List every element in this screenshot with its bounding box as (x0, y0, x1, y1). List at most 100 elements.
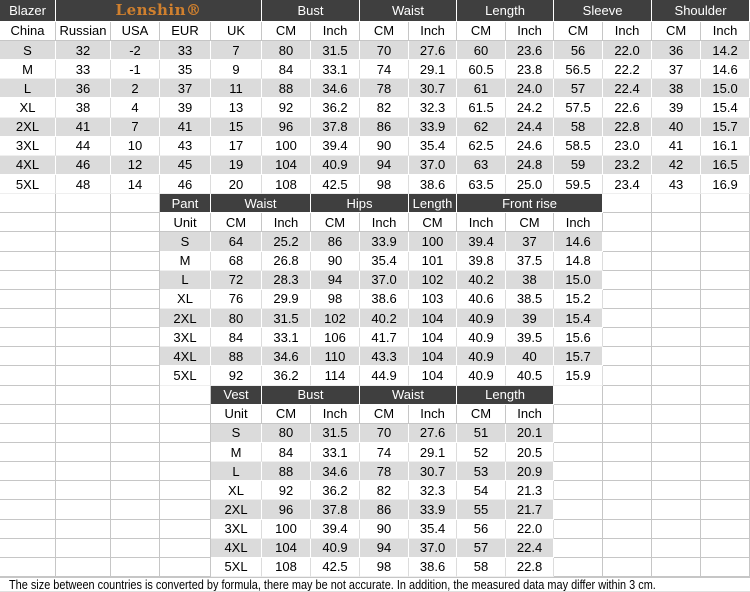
value-cell: 15.2 (554, 289, 604, 309)
empty-cell (56, 538, 111, 558)
empty-cell (701, 347, 750, 367)
group-header-length: Length (409, 194, 458, 214)
empty-cell (111, 442, 160, 463)
empty-cell (0, 500, 56, 520)
value-cell: 108 (262, 175, 312, 195)
group-header-bust: Bust (262, 385, 361, 405)
value-cell: 40.9 (311, 538, 361, 558)
unit-header-cm: CM (554, 21, 604, 42)
value-cell: 14.6 (701, 60, 750, 80)
unit-header-cm: CM (457, 404, 507, 424)
empty-cell (554, 442, 604, 463)
value-cell: 40.9 (457, 347, 507, 367)
value-cell: 33.9 (409, 117, 458, 137)
value-cell: 58.5 (554, 136, 604, 156)
size-label: 2XL (160, 308, 211, 329)
value-cell: 37.0 (360, 270, 410, 290)
value-cell: 10 (111, 136, 160, 156)
empty-cell (652, 347, 702, 367)
empty-cell (0, 462, 56, 482)
empty-cell (56, 308, 111, 329)
empty-cell (0, 557, 56, 577)
value-cell: 104 (409, 347, 458, 367)
value-cell: 90 (360, 519, 410, 539)
empty-cell (0, 289, 56, 309)
value-cell: 38.6 (409, 175, 458, 195)
size-label: S (160, 232, 211, 252)
value-cell: 61.5 (457, 98, 507, 118)
value-cell: 110 (311, 347, 361, 367)
value-cell: 14.6 (554, 232, 604, 252)
empty-cell (111, 289, 160, 309)
empty-cell (56, 289, 111, 309)
value-cell: 33.1 (262, 328, 312, 348)
value-cell: 40.9 (457, 366, 507, 386)
value-cell: 44.9 (360, 366, 410, 386)
empty-cell (111, 308, 160, 329)
value-cell: 24.4 (506, 117, 555, 137)
empty-cell (56, 347, 111, 367)
empty-cell (0, 519, 56, 539)
value-cell: 15.7 (701, 117, 750, 137)
value-cell: 63.5 (457, 175, 507, 195)
empty-cell (554, 500, 604, 520)
unit-header-cm: CM (457, 21, 507, 42)
size-label: S (211, 423, 263, 443)
empty-cell (603, 385, 653, 405)
value-cell: 45 (160, 155, 211, 175)
empty-cell (701, 385, 750, 405)
size-label: 4XL (211, 538, 263, 558)
empty-cell (111, 232, 160, 252)
value-cell: 21.7 (506, 500, 555, 520)
value-cell: 15.4 (701, 98, 750, 118)
empty-cell (0, 385, 56, 405)
value-cell: 37.8 (311, 117, 361, 137)
empty-cell (701, 519, 750, 539)
size-label: 3XL (0, 136, 56, 156)
value-cell: 55 (457, 500, 507, 520)
unit-header-inch: Inch (506, 404, 555, 424)
empty-cell (603, 213, 653, 233)
value-cell: 33 (160, 41, 211, 61)
empty-cell (652, 289, 702, 309)
empty-cell (160, 519, 211, 539)
value-cell: 7 (211, 41, 263, 61)
value-cell: 61 (457, 79, 507, 99)
value-cell: 15.4 (554, 308, 604, 329)
value-cell: 70 (360, 41, 410, 61)
value-cell: 28.3 (262, 270, 312, 290)
value-cell: 98 (311, 289, 361, 309)
value-cell: 100 (409, 232, 458, 252)
value-cell: 90 (311, 251, 361, 271)
value-cell: 82 (360, 481, 410, 501)
value-cell: 58 (457, 557, 507, 577)
unit-header-china: China (0, 21, 56, 42)
empty-cell (554, 423, 604, 443)
empty-cell (652, 232, 702, 252)
value-cell: 37 (506, 232, 555, 252)
value-cell: 38.5 (506, 289, 555, 309)
unit-header-cm: CM (360, 404, 410, 424)
size-label: L (0, 79, 56, 99)
empty-cell (160, 404, 211, 424)
value-cell: 24.6 (506, 136, 555, 156)
empty-cell (56, 194, 111, 214)
unit-header-usa: USA (111, 21, 160, 42)
value-cell: 44 (56, 136, 111, 156)
value-cell: 22.6 (603, 98, 653, 118)
empty-cell (701, 404, 750, 424)
empty-cell (111, 423, 160, 443)
unit-header-russian: Russian (56, 21, 111, 42)
empty-cell (652, 270, 702, 290)
value-cell: 26.8 (262, 251, 312, 271)
unit-header-uk: UK (211, 21, 263, 42)
value-cell: 15.9 (554, 366, 604, 386)
empty-cell (701, 557, 750, 577)
size-label: 2XL (211, 500, 263, 520)
value-cell: 40.6 (457, 289, 507, 309)
value-cell: 22.4 (603, 79, 653, 99)
value-cell: 106 (311, 328, 361, 348)
value-cell: 78 (360, 79, 410, 99)
value-cell: 62.5 (457, 136, 507, 156)
brand-logo: Lenshin® (56, 0, 263, 22)
